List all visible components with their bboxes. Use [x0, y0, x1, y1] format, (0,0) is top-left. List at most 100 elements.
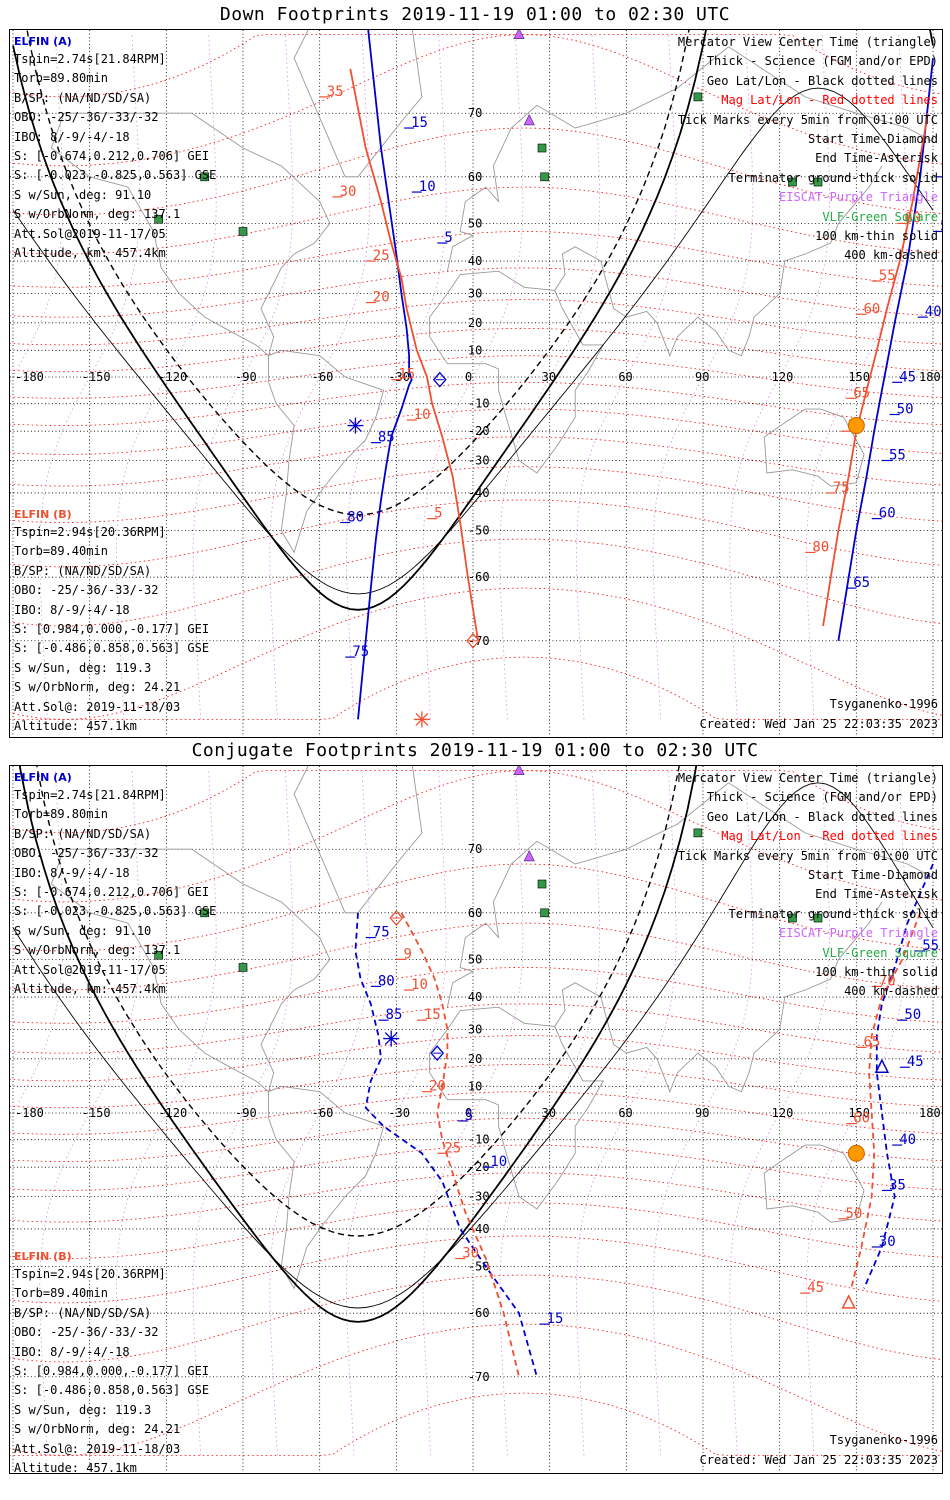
vlf-square: [693, 828, 703, 838]
coastline: [446, 782, 934, 1008]
mag-latitude-line: [10, 538, 942, 627]
tick-label: 50: [846, 1206, 863, 1222]
tick-label: 80: [812, 539, 829, 555]
footprint-track: [349, 68, 479, 641]
tick-label: 15: [547, 1311, 564, 1327]
tick-label: 55: [940, 218, 942, 234]
tick-label: 60: [863, 301, 880, 317]
tick-label: 70: [879, 973, 896, 989]
coastline: [293, 30, 423, 178]
coastline: [268, 1085, 385, 1290]
start-diamond: [389, 910, 404, 927]
legend-item: Geo Lat/Lon - Black dotted lines: [706, 73, 938, 88]
longitude-tick-label: 180: [919, 1106, 941, 1120]
end-asterisk: [384, 1032, 398, 1046]
elfin-a-header: ELFIN (A): [14, 35, 72, 48]
info-line: S: [-0.486,0.858,0.563] GSE: [14, 641, 210, 656]
footprint-track: [822, 113, 929, 627]
vlf-square: [200, 908, 209, 918]
tick-label: 80: [347, 510, 364, 526]
longitude-tick-label: -120: [158, 370, 187, 384]
mag-latitude-line: [10, 1172, 942, 1223]
legend-item: Mercator View Center Time (triangle): [677, 771, 938, 785]
legend-item: 400 km-dashed: [844, 248, 938, 263]
longitude-tick-label: 0: [465, 1106, 472, 1120]
mag-latitude-line: [10, 1091, 942, 1135]
tick-label: 40: [925, 304, 942, 320]
end-asterisk: [348, 419, 362, 433]
info-line: Altitude, km: 457.4km: [14, 981, 166, 996]
legend-item: Start Time-Diamond: [807, 867, 938, 882]
info-line: OBO: -25/-36/-33/-32: [14, 583, 159, 598]
mag-latitude-line: [10, 1063, 942, 1109]
info-line: Torb=89.40min: [14, 544, 108, 559]
tick-label: 45: [899, 369, 916, 385]
legend-item: EISCAT-Purple Triangle: [779, 926, 938, 941]
legend-item: 400 km-dashed: [844, 984, 938, 999]
footprint-track: [354, 912, 538, 1378]
terminator-ground: [18, 766, 698, 1323]
info-line: B/SP: (NA/ND/SD/SA): [14, 1305, 152, 1320]
tick-label: 45: [807, 1280, 824, 1296]
vlf-square: [154, 214, 163, 224]
tick-label: 65: [863, 1034, 880, 1050]
coastline: [429, 1006, 605, 1210]
tick-label: 80: [378, 973, 395, 989]
latitude-tick-label: 30: [468, 1023, 482, 1037]
info-line: IBO: 8/-9/-4/-18: [14, 865, 130, 880]
start-diamond: [466, 632, 480, 649]
terminator-ground: [12, 30, 934, 611]
mag-latitude-line: [10, 1035, 942, 1082]
tick-label: 10: [490, 1154, 507, 1170]
tick-label: 15: [398, 367, 415, 383]
tick-label: 85: [378, 430, 395, 446]
vlf-square: [154, 950, 163, 960]
model-label: Tsyganenko-1996: [829, 697, 938, 711]
info-line: Altitude, km: 457.4km: [14, 245, 166, 260]
sun-icon: [847, 1144, 865, 1162]
coastline: [50, 848, 331, 1093]
info-line: S: [-0.674,0.212,0.706] GEI: [14, 884, 210, 899]
longitude-tick-label: 30: [542, 370, 556, 384]
legend-item: Terminator ground-thick solid: [728, 170, 938, 185]
longitude-tick-label: 120: [772, 370, 794, 384]
vlf-square: [813, 177, 823, 187]
mag-latitude-line: [10, 355, 942, 399]
latitude-tick-label: 30: [468, 287, 482, 301]
tick-label: 35: [327, 84, 344, 100]
tick-label: 9: [403, 946, 411, 962]
vlf-square: [200, 172, 209, 182]
mag-latitude-line: [10, 1392, 942, 1456]
latitude-tick-label: -60: [468, 1306, 490, 1320]
longitude-tick-label: 120: [772, 1106, 794, 1120]
tick-label: 5: [434, 506, 442, 522]
sun-icon: [847, 417, 865, 435]
model-label: Tsyganenko-1996: [829, 1433, 938, 1447]
latitude-tick-label: -20: [468, 424, 490, 438]
tick-label: 50: [904, 1007, 921, 1023]
conjugate-footprints-panel: -180 -150 -120 -90 -60 -30 0 30 60 90 120 150 180 -70…: [9, 765, 943, 1474]
vlf-square: [238, 227, 248, 236]
longitude-tick-label: -90: [235, 1106, 257, 1120]
longitude-tick-label: 60: [618, 370, 632, 384]
legend-item: End Time-Asterisk: [815, 887, 938, 902]
eiscat-triangle: [513, 766, 525, 775]
info-line: Att.Sol@2019-11-17/05: [14, 226, 166, 241]
mag-latitude-line: [10, 1274, 942, 1363]
mag-latitude-line: [10, 770, 942, 834]
vlf-square: [540, 908, 549, 918]
created-label: Created: Wed Jan 25 22:03:35 2023: [699, 717, 938, 731]
terminator-400km: [36, 766, 680, 1237]
down-footprints-panel: -180 -150 -120 -90 -60 -30 0 30 60 90 120 150 180 -70…: [9, 29, 943, 738]
longitude-tick-label: -180: [15, 1106, 44, 1120]
latitude-tick-label: 60: [468, 906, 482, 920]
info-line: Torb=89.80min: [14, 71, 108, 86]
longitude-tick-label: 90: [695, 370, 709, 384]
down-footprints-map: -180 -150 -120 -90 -60 -30 0 30 60 90 120 150 180-70…: [10, 30, 942, 737]
tick-label: 50: [897, 402, 914, 418]
legend: Mercator View Center Time (triangle) Thic…: [678, 771, 938, 1004]
vlf-square: [788, 913, 797, 923]
info-line: S: [-0.023,-0.825,0.563] GSE: [14, 904, 217, 919]
mag-latitude-line: [10, 1117, 942, 1163]
legend-item: Start Time-Diamond: [807, 131, 938, 146]
